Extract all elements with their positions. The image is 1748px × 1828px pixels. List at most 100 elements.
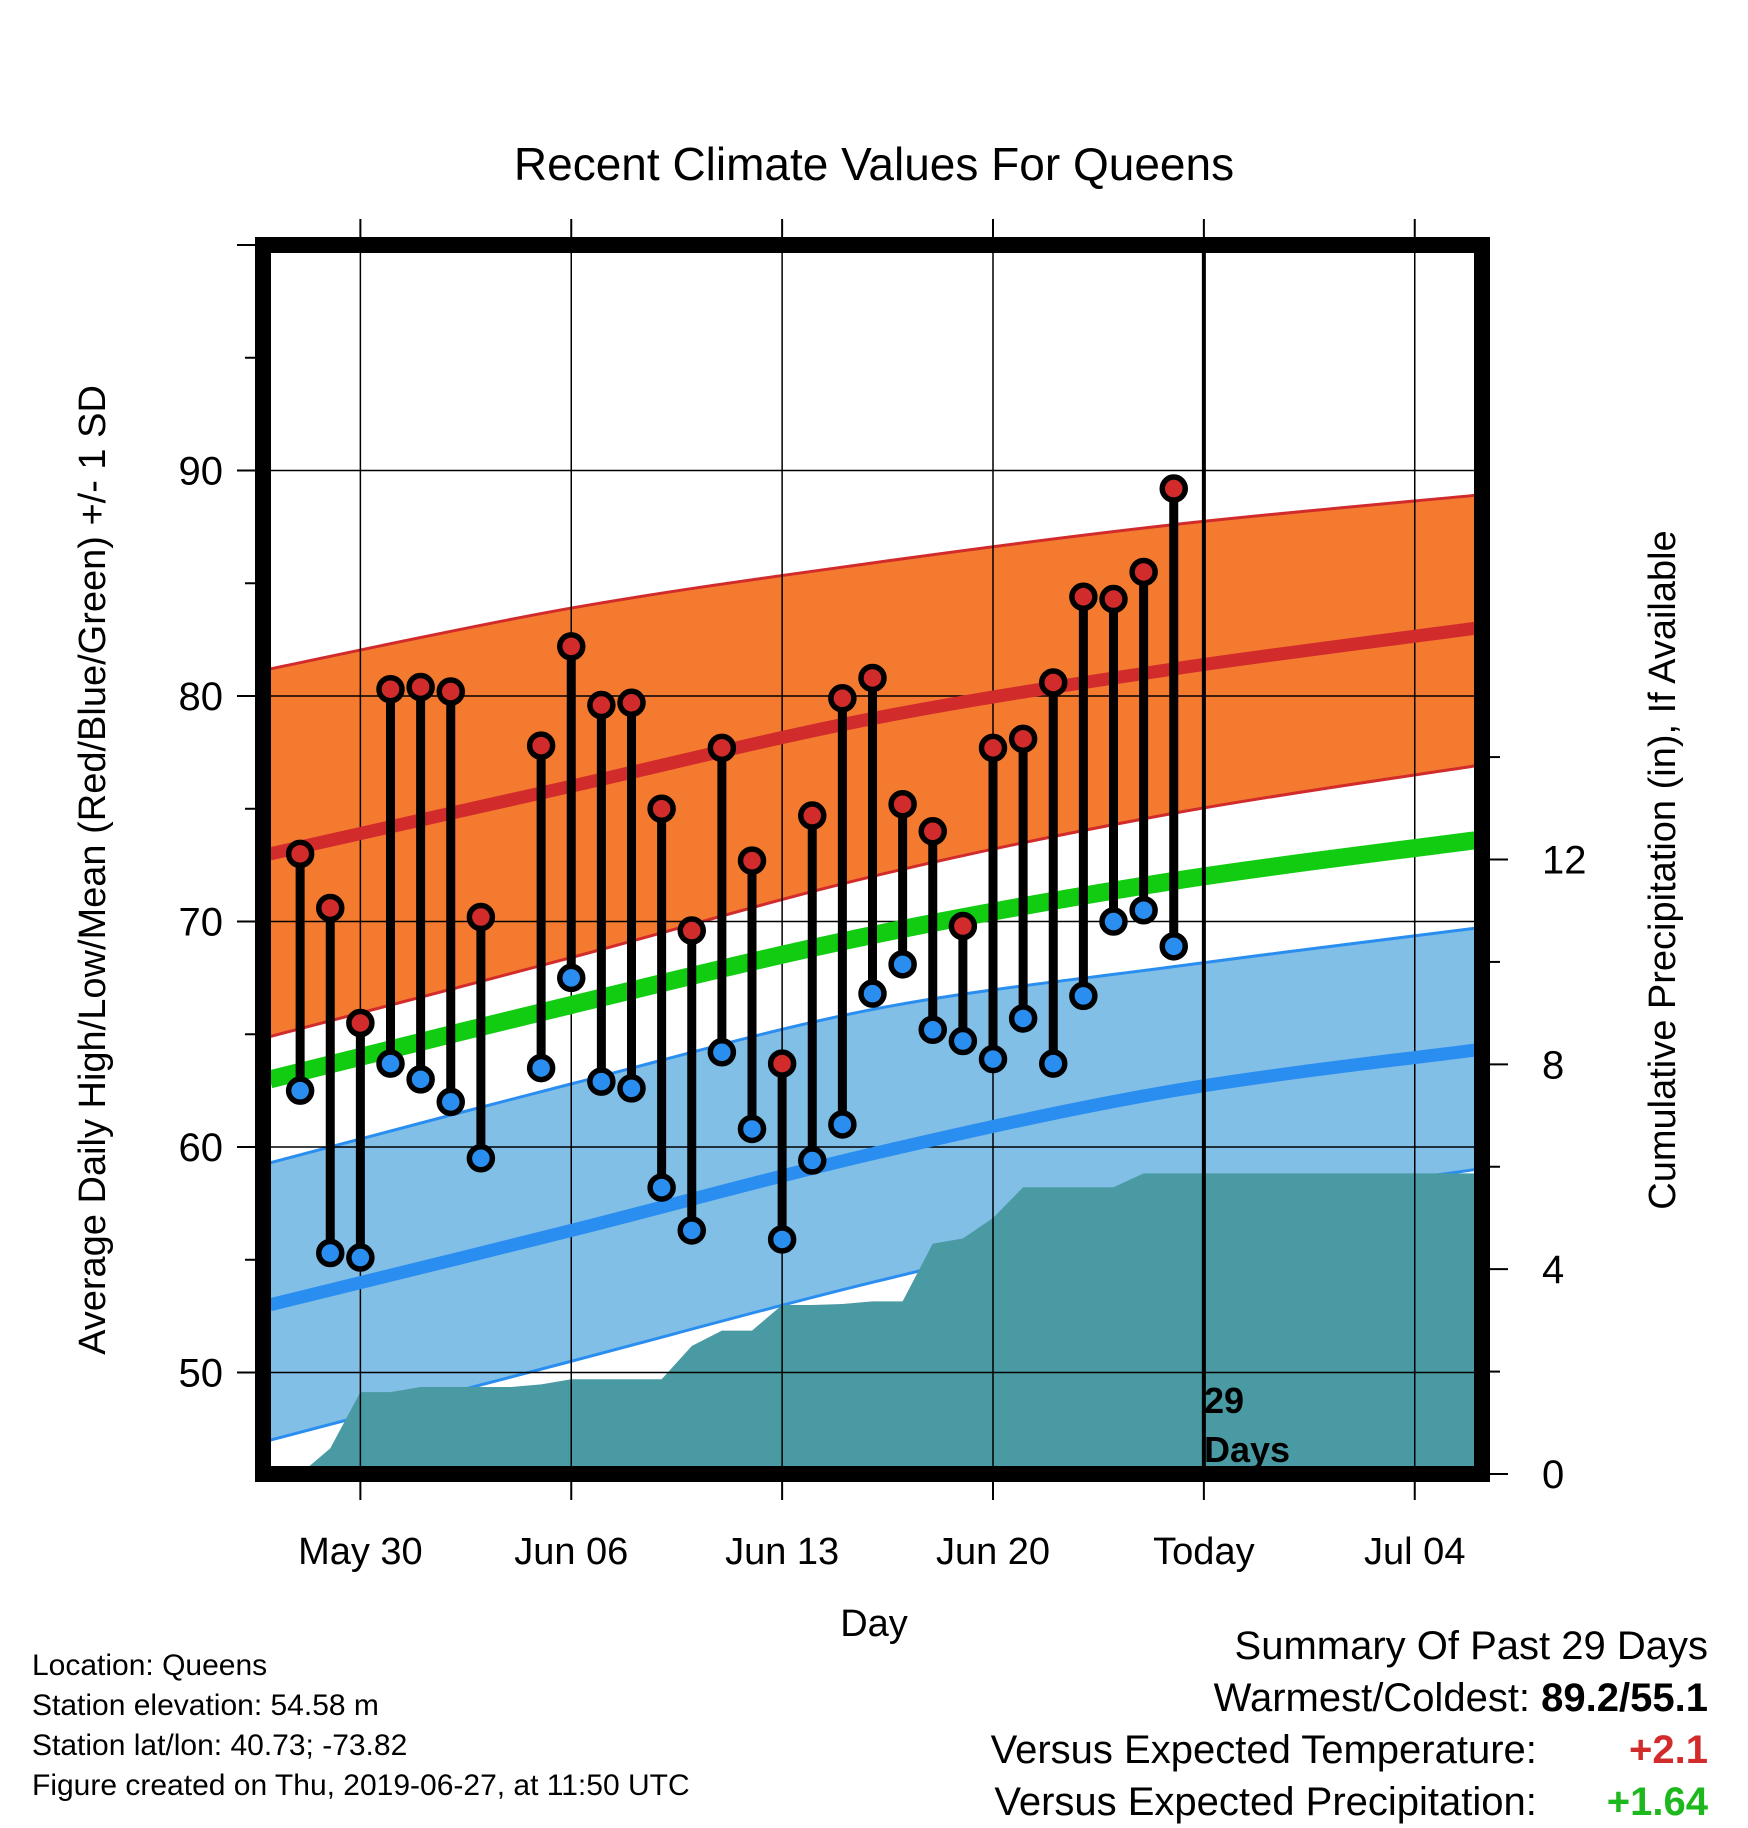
precip-area	[300, 1173, 1475, 1474]
x-tick-label: Jun 13	[725, 1531, 839, 1573]
daily-low-point	[436, 1087, 465, 1117]
daily-high-point	[1159, 474, 1188, 503]
daily-high-point	[526, 731, 556, 760]
daily-low-point	[376, 1049, 405, 1078]
summary-precip-label: Versus Expected Precipitation:	[994, 1780, 1537, 1824]
x-axis-label: Day	[840, 1603, 908, 1645]
today-label-days: Days	[1204, 1429, 1290, 1470]
daily-low-point	[737, 1114, 767, 1144]
y-tick-label: 90	[179, 450, 224, 494]
x-tick-label: Today	[1153, 1531, 1254, 1573]
daily-high-point	[1099, 584, 1128, 614]
normal-low-line	[268, 1043, 1476, 1312]
y-tick-label: 60	[179, 1126, 224, 1170]
daily-low-point	[798, 1146, 827, 1175]
daily-high-point	[376, 674, 405, 704]
figure-created: Figure created on Thu, 2019-06-27, at 11…	[32, 1769, 690, 1802]
y-tick-label: 80	[179, 675, 224, 719]
daily-low-point	[316, 1238, 345, 1268]
daily-low-point	[1159, 932, 1188, 961]
summary-temp-row: Versus Expected Temperature: +2.1	[991, 1724, 1708, 1776]
daily-high-point	[617, 688, 646, 718]
daily-high-point	[346, 1008, 375, 1038]
station-latlon: Station lat/lon: 40.73; -73.82	[32, 1729, 408, 1762]
high-sd-upper-edge	[269, 493, 1476, 671]
summary-temp-value: +2.1	[1629, 1728, 1708, 1772]
daily-low-point	[1008, 1004, 1038, 1033]
daily-high-point	[1008, 724, 1038, 754]
daily-high-point	[798, 801, 827, 830]
daily-high-point	[285, 839, 315, 869]
daily-high-point	[557, 632, 586, 661]
chart-title: Recent Climate Values For Queens	[514, 138, 1234, 190]
daily-high-point	[918, 817, 947, 846]
summary-precip-value: +1.64	[1606, 1780, 1708, 1824]
daily-high-point	[828, 684, 857, 713]
axes: May 30 Jun 06 Jun 13 Jun 20 Today Jul 04 50 60 7…	[179, 219, 1587, 1573]
daily-low-point	[647, 1173, 676, 1202]
daily-high-point	[316, 893, 345, 923]
daily-high-point	[677, 916, 706, 945]
summary-heading: Summary Of Past 29 Days	[1234, 1624, 1708, 1668]
x-tick-label: Jun 20	[936, 1531, 1050, 1573]
x-tick-label: Jul 04	[1364, 1531, 1465, 1573]
daily-low-point	[346, 1243, 375, 1272]
daily-high-point	[1069, 582, 1098, 612]
low-sd-upper-edge	[269, 926, 1476, 1165]
daily-low-point	[1069, 981, 1098, 1011]
plot-frame	[255, 237, 1490, 1482]
summary-precip-row: Versus Expected Precipitation: +1.64	[991, 1776, 1708, 1828]
summary-temp-label: Versus Expected Temperature:	[990, 1728, 1537, 1772]
daily-high-point	[436, 677, 465, 706]
daily-high-point	[948, 911, 978, 941]
daily-low-point	[677, 1216, 706, 1245]
y-right-tick-label: 12	[1542, 839, 1587, 883]
y-axis-label: Average Daily High/Low/Mean (Red/Blue/Gr…	[72, 385, 114, 1355]
y-tick-label: 50	[179, 1352, 224, 1396]
daily-low-point	[828, 1110, 857, 1139]
daily-low-point	[617, 1074, 646, 1103]
daily-high-point	[587, 690, 616, 720]
y-right-tick-label: 8	[1542, 1043, 1564, 1087]
x-tick-label: May 30	[298, 1531, 423, 1573]
daily-high-point	[978, 733, 1008, 763]
summary-warmest-row: Warmest/Coldest: 89.2/55.1	[991, 1672, 1708, 1724]
station-elevation: Station elevation: 54.58 m	[32, 1689, 379, 1722]
summary-panel: Summary Of Past 29 Days Warmest/Coldest:…	[991, 1620, 1708, 1828]
y-axis-right-label: Cumulative Precipitation (in), If Availa…	[1642, 530, 1684, 1209]
daily-high-point	[888, 790, 917, 819]
y-right-tick-label: 0	[1542, 1453, 1564, 1497]
summary-warmest-label: Warmest/Coldest:	[1213, 1676, 1531, 1720]
daily-high-point	[858, 663, 887, 693]
daily-high-point	[466, 902, 496, 932]
precip-layer	[300, 1173, 1475, 1474]
daily-high-point	[406, 672, 435, 702]
daily-low-point	[978, 1044, 1008, 1074]
daily-low-point	[406, 1065, 435, 1094]
y-right-tick-label: 4	[1542, 1248, 1564, 1292]
daily-high-point	[707, 733, 737, 763]
daily-low-point	[526, 1053, 556, 1083]
daily-high-point	[1129, 557, 1158, 587]
daily-low-point	[1039, 1049, 1068, 1078]
daily-high-point	[647, 794, 676, 824]
daily-low-point	[948, 1026, 978, 1056]
station-location: Location: Queens	[32, 1649, 268, 1682]
daily-low-point	[1099, 907, 1128, 936]
daily-low-point	[1129, 895, 1158, 925]
daily-low-point	[587, 1067, 616, 1096]
x-tick-label: Jun 06	[514, 1531, 628, 1573]
daily-low-point	[918, 1015, 947, 1045]
daily-low-point	[888, 950, 917, 979]
daily-high-point	[767, 1049, 797, 1078]
daily-low-point	[858, 979, 887, 1008]
daily-low-point	[466, 1144, 496, 1173]
daily-low-point	[767, 1225, 797, 1254]
today-label-count: 29	[1204, 1380, 1244, 1421]
observations	[285, 474, 1188, 1272]
daily-low-point	[707, 1038, 737, 1067]
summary-warmest-value: 89.2/55.1	[1541, 1676, 1708, 1720]
daily-high-point	[737, 846, 767, 875]
station-info: Location: Queens Station elevation: 54.5…	[32, 1646, 690, 1806]
